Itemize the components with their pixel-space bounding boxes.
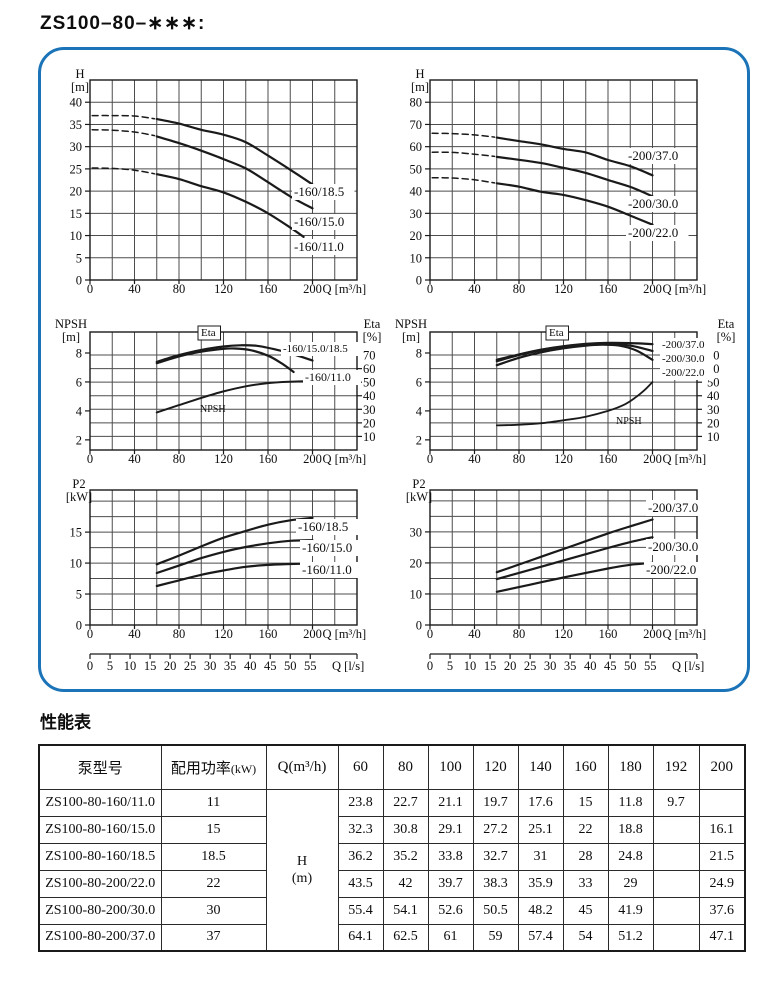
table-col-header-4: 80 [382, 744, 429, 790]
value-cell: 30.8 [382, 815, 429, 844]
value-cell: 33 [562, 869, 609, 898]
value-cell: 22 [160, 869, 267, 898]
value-cell [652, 869, 700, 898]
value-cell: 28 [562, 842, 609, 871]
header-unit-small: (kW) [230, 761, 257, 776]
value-cell [652, 923, 700, 952]
curves-panel-border [38, 47, 750, 692]
value-cell [652, 896, 700, 925]
value-cell: 37 [160, 923, 267, 952]
value-cell: 50.5 [472, 896, 519, 925]
value-cell [652, 842, 700, 871]
value-cell: 33.8 [427, 842, 474, 871]
value-cell: 42 [382, 869, 429, 898]
pump-model-cell: ZS100-80-160/18.5 [38, 842, 162, 871]
value-cell: 15 [562, 788, 609, 817]
value-cell: 48.2 [517, 896, 564, 925]
value-cell: 25.1 [517, 815, 564, 844]
value-cell: 32.3 [337, 815, 384, 844]
value-cell: 54.1 [382, 896, 429, 925]
table-row-ZS100-80-200/37.0: ZS100-80-200/37.0 37 64.1 62.5 61 59 57.4 54 51.… [38, 923, 746, 952]
value-cell: 19.7 [472, 788, 519, 817]
value-cell: 59 [472, 923, 519, 952]
value-cell: 29 [607, 869, 654, 898]
table-row-ZS100-80-160/15.0: ZS100-80-160/15.0 15 32.3 30.8 29.1 27.2 25.1 2… [38, 815, 746, 844]
value-cell: 11 [160, 788, 267, 817]
value-cell: 29.1 [427, 815, 474, 844]
value-cell: 37.6 [698, 896, 746, 925]
value-cell: 24.9 [698, 869, 746, 898]
value-cell: 61 [427, 923, 474, 952]
table-row-ZS100-80-200/22.0: ZS100-80-200/22.0 22 43.5 42 39.7 38.3 35.9 33 2… [38, 869, 746, 898]
value-cell: 35.9 [517, 869, 564, 898]
value-cell: 41.9 [607, 896, 654, 925]
table-col-header-6: 120 [472, 744, 519, 790]
value-cell: 54 [562, 923, 609, 952]
value-cell: 57.4 [517, 923, 564, 952]
pump-model-cell: ZS100-80-200/22.0 [38, 869, 162, 898]
table-col-header-2: Q(m³/h) [265, 744, 339, 790]
value-cell: 45 [562, 896, 609, 925]
value-cell: 51.2 [607, 923, 654, 952]
table-col-header-1: 配用功率(kW) [160, 744, 267, 790]
table-col-header-0: 泵型号 [38, 744, 162, 790]
performance-table: 泵型号 配用功率(kW) Q(m³/h) 60 80 100 120 140 160 180 192… [38, 744, 746, 952]
value-cell: 32.7 [472, 842, 519, 871]
value-cell: 21.1 [427, 788, 474, 817]
value-cell: 9.7 [652, 788, 700, 817]
page-title: ZS100–80–∗∗∗: [40, 13, 206, 34]
value-cell: 55.4 [337, 896, 384, 925]
table-row-ZS100-80-160/18.5: ZS100-80-160/18.5 18.5 36.2 35.2 33.8 32.7 31 2… [38, 842, 746, 871]
performance-table-heading: 性能表 [40, 713, 91, 732]
value-cell: 18.5 [160, 842, 267, 871]
value-cell: 17.6 [517, 788, 564, 817]
value-cell: 27.2 [472, 815, 519, 844]
value-cell: 21.5 [698, 842, 746, 871]
value-cell: 31 [517, 842, 564, 871]
value-cell: 30 [160, 896, 267, 925]
value-cell: 47.1 [698, 923, 746, 952]
table-col-header-3: 60 [337, 744, 384, 790]
table-col-header-7: 140 [517, 744, 564, 790]
value-cell: 39.7 [427, 869, 474, 898]
table-col-header-10: 192 [652, 744, 700, 790]
value-cell: 22.7 [382, 788, 429, 817]
value-cell: 62.5 [382, 923, 429, 952]
value-cell: 24.8 [607, 842, 654, 871]
value-cell: 36.2 [337, 842, 384, 871]
value-cell: 52.6 [427, 896, 474, 925]
value-cell [698, 788, 746, 817]
table-col-header-11: 200 [698, 744, 746, 790]
value-cell: 22 [562, 815, 609, 844]
table-col-header-5: 100 [427, 744, 474, 790]
value-cell: 15 [160, 815, 267, 844]
value-cell: 23.8 [337, 788, 384, 817]
table-row-ZS100-80-160/11.0: ZS100-80-160/11.0 11 H (m) 23.8 22.7 21.1 19.7 1… [38, 788, 746, 952]
table-col-header-9: 180 [607, 744, 654, 790]
value-cell [652, 815, 700, 844]
pump-model-cell: ZS100-80-160/11.0 [38, 788, 162, 817]
table-col-header-8: 160 [562, 744, 609, 790]
pump-model-cell: ZS100-80-200/37.0 [38, 923, 162, 952]
value-cell: 43.5 [337, 869, 384, 898]
table-header-row: 泵型号 配用功率(kW) Q(m³/h) 60 80 100 120 140 160 180 192… [38, 744, 746, 790]
value-cell: 38.3 [472, 869, 519, 898]
value-cell: 64.1 [337, 923, 384, 952]
value-cell: 18.8 [607, 815, 654, 844]
table-row-ZS100-80-200/30.0: ZS100-80-200/30.0 30 55.4 54.1 52.6 50.5 48.2 4… [38, 896, 746, 925]
value-cell: 35.2 [382, 842, 429, 871]
value-cell: 11.8 [607, 788, 654, 817]
head-unit-cell: H (m) [265, 788, 339, 952]
pump-model-cell: ZS100-80-200/30.0 [38, 896, 162, 925]
value-cell: 16.1 [698, 815, 746, 844]
pump-model-cell: ZS100-80-160/15.0 [38, 815, 162, 844]
